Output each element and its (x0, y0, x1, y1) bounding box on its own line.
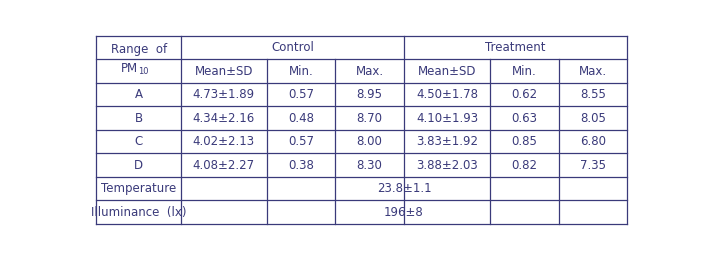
Text: 4.02±2.13: 4.02±2.13 (193, 135, 255, 148)
Text: B: B (135, 112, 143, 125)
Text: 8.30: 8.30 (357, 159, 383, 171)
Text: 0.62: 0.62 (511, 88, 537, 101)
Text: 8.70: 8.70 (357, 112, 383, 125)
Text: 8.55: 8.55 (580, 88, 606, 101)
Text: 10: 10 (138, 67, 148, 76)
Text: Illuminance  (lx): Illuminance (lx) (91, 206, 186, 218)
Text: 0.57: 0.57 (288, 135, 314, 148)
Text: 0.38: 0.38 (288, 159, 314, 171)
Text: 8.05: 8.05 (580, 112, 606, 125)
Text: 7.35: 7.35 (580, 159, 606, 171)
Text: C: C (134, 135, 143, 148)
Text: A: A (135, 88, 143, 101)
Text: Treatment: Treatment (485, 41, 546, 54)
Text: 0.48: 0.48 (288, 112, 314, 125)
Text: 23.8±1.1: 23.8±1.1 (377, 182, 431, 195)
Text: Max.: Max. (356, 65, 384, 78)
Text: 4.50±1.78: 4.50±1.78 (416, 88, 478, 101)
Text: 0.85: 0.85 (511, 135, 537, 148)
Text: 196±8: 196±8 (384, 206, 424, 218)
Text: Min.: Min. (289, 65, 313, 78)
Text: Temperature: Temperature (101, 182, 176, 195)
Text: Mean±SD: Mean±SD (195, 65, 253, 78)
Text: Max.: Max. (579, 65, 607, 78)
Text: 8.95: 8.95 (357, 88, 383, 101)
Text: D: D (134, 159, 143, 171)
Text: Min.: Min. (512, 65, 537, 78)
Text: 0.82: 0.82 (511, 159, 537, 171)
Text: Range  of: Range of (111, 43, 167, 56)
Text: 4.10±1.93: 4.10±1.93 (416, 112, 478, 125)
Text: 3.83±1.92: 3.83±1.92 (416, 135, 478, 148)
Text: 6.80: 6.80 (580, 135, 606, 148)
Text: 4.08±2.27: 4.08±2.27 (193, 159, 255, 171)
Text: 8.00: 8.00 (357, 135, 383, 148)
Text: 0.57: 0.57 (288, 88, 314, 101)
Text: Mean±SD: Mean±SD (418, 65, 477, 78)
Text: PM: PM (121, 62, 138, 75)
Text: 4.34±2.16: 4.34±2.16 (193, 112, 255, 125)
Text: Control: Control (271, 41, 313, 54)
Text: 0.63: 0.63 (511, 112, 537, 125)
Text: 4.73±1.89: 4.73±1.89 (193, 88, 255, 101)
Text: 3.88±2.03: 3.88±2.03 (416, 159, 478, 171)
